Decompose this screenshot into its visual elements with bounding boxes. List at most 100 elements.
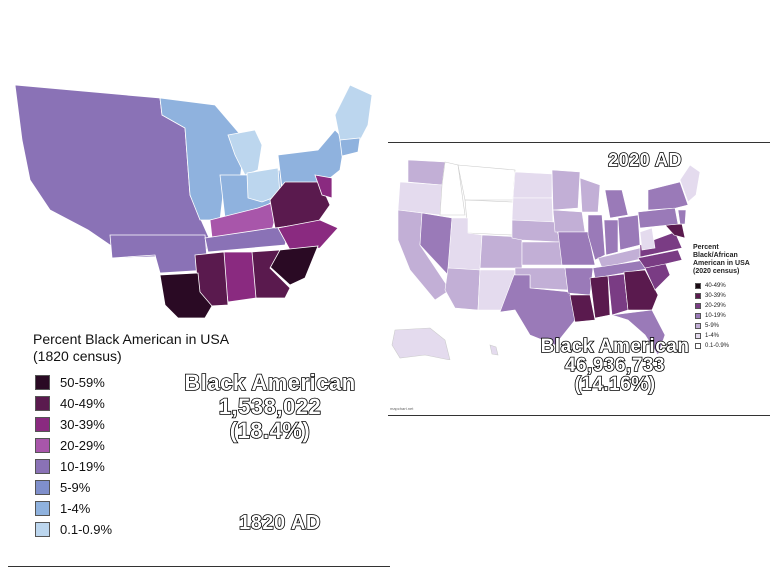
legend-title-2020-line2: Black/African: [693, 252, 738, 259]
legend-title-2020-line4: (2020 census): [693, 268, 740, 275]
legend-item: 10-19%: [695, 313, 726, 319]
legend-item: 0.1-0.9%: [695, 343, 729, 349]
state-new-england: [679, 164, 700, 203]
map-1820: [14, 84, 373, 319]
legend-item: 40-49%: [695, 283, 726, 289]
region-massachusetts: [339, 137, 361, 157]
overlay-1820-stats: Black American 1,538,022 (18.4%): [180, 370, 360, 444]
region-mid-atlantic: [277, 129, 346, 189]
legend-item: 40-49%: [35, 396, 105, 411]
legend-label: 10-19%: [60, 459, 105, 474]
region-missouri-arkansas: [109, 234, 209, 274]
legend-item: 5-9%: [35, 480, 90, 495]
bottom-rule-right: [388, 415, 770, 416]
state-florida: [611, 309, 666, 356]
region-maryland: [314, 174, 333, 199]
legend-item: 30-39%: [695, 293, 726, 299]
legend-swatch: [695, 293, 701, 299]
state-michigan: [604, 189, 629, 219]
overlay-2020-percent: (14.16%): [574, 374, 656, 395]
state-virginia: [639, 231, 683, 258]
legend-item: 30-39%: [35, 417, 105, 432]
state-montana: [457, 164, 516, 201]
legend-swatch: [35, 522, 50, 537]
legend-label: 5-9%: [705, 323, 720, 329]
legend-swatch: [695, 303, 701, 309]
state-new-jersey: [677, 209, 687, 225]
legend-item: 5-9%: [695, 323, 719, 329]
state-wyoming: [464, 199, 514, 236]
state-minnesota: [551, 169, 581, 211]
legend-item: 1-4%: [695, 333, 719, 339]
legend-swatch: [35, 480, 50, 495]
state-south-dakota: [511, 197, 554, 223]
legend-label: 50-59%: [60, 375, 105, 390]
legend-label: 1-4%: [705, 333, 720, 339]
state-ohio: [617, 214, 641, 251]
legend-swatch: [695, 313, 701, 319]
state-oregon: [397, 181, 443, 216]
state-arizona: [444, 267, 481, 311]
legend-swatch: [35, 375, 50, 390]
legend-item: 1-4%: [35, 501, 90, 516]
legend-item: 20-29%: [695, 303, 726, 309]
state-idaho: [439, 161, 466, 216]
state-kansas: [521, 241, 563, 266]
legend-label: 40-49%: [705, 283, 726, 289]
overlay-2020-stats: Black American 46,936,733 (14.16%): [525, 336, 705, 395]
map-credit: mapchart.net: [390, 406, 414, 411]
legend-swatch: [695, 333, 701, 339]
region-michigan: [227, 129, 263, 176]
legend-item: 20-29%: [35, 438, 105, 453]
overlay-label: Black American: [184, 370, 356, 396]
legend-label: 20-29%: [705, 303, 726, 309]
map-2020: [391, 160, 700, 360]
region-virginia: [269, 181, 331, 229]
legend-label: 5-9%: [60, 480, 91, 495]
state-georgia: [623, 269, 659, 311]
legend-title-line2: (1820 census): [33, 348, 122, 364]
state-wisconsin: [579, 177, 601, 213]
legend-label: 20-29%: [60, 438, 105, 453]
legend-swatch: [35, 501, 50, 516]
state-new-york: [647, 181, 689, 211]
year-label-1820: 1820 AD: [238, 511, 321, 535]
legend-label: 40-49%: [60, 396, 105, 411]
state-pennsylvania: [637, 207, 679, 229]
state-iowa: [552, 209, 586, 233]
bottom-rule-left: [8, 566, 390, 567]
state-alaska: [391, 327, 451, 360]
region-louisiana: [159, 272, 213, 319]
top-rule-right: [388, 142, 770, 143]
overlay-count: 1,538,022: [218, 394, 322, 420]
state-hawaii: [489, 344, 499, 356]
legend-swatch: [695, 283, 701, 289]
legend-swatch: [35, 438, 50, 453]
state-mississippi: [589, 275, 611, 319]
state-nebraska: [511, 219, 561, 243]
legend-item: 0.1-0.9%: [35, 522, 112, 537]
state-missouri: [557, 231, 596, 266]
legend-label: 30-39%: [60, 417, 105, 432]
overlay-2020-count: 46,936,733: [564, 355, 666, 376]
legend-swatch: [695, 343, 701, 349]
state-north-dakota: [512, 171, 553, 199]
map-2020-panel: 2020 AD: [385, 140, 770, 418]
state-washington: [407, 160, 446, 186]
legend-title-2020-line3: American in USA: [693, 260, 750, 267]
state-louisiana: [569, 294, 596, 323]
legend-swatch: [35, 396, 50, 411]
map-1820-panel: Percent Black American in USA (1820 cens…: [8, 84, 390, 567]
legend-label: 30-39%: [705, 293, 726, 299]
legend-title-2020-line1: Percent: [693, 244, 719, 251]
region-north-carolina: [277, 219, 339, 251]
state-indiana: [603, 219, 619, 256]
legend-label: 0.1-0.9%: [705, 343, 730, 349]
state-west-virginia: [639, 227, 656, 251]
legend-item: 10-19%: [35, 459, 105, 474]
legend-swatch: [695, 323, 701, 329]
state-colorado: [479, 234, 523, 269]
legend-label: 10-19%: [705, 313, 726, 319]
state-texas: [499, 274, 576, 346]
overlay-2020-label: Black American: [540, 336, 690, 357]
